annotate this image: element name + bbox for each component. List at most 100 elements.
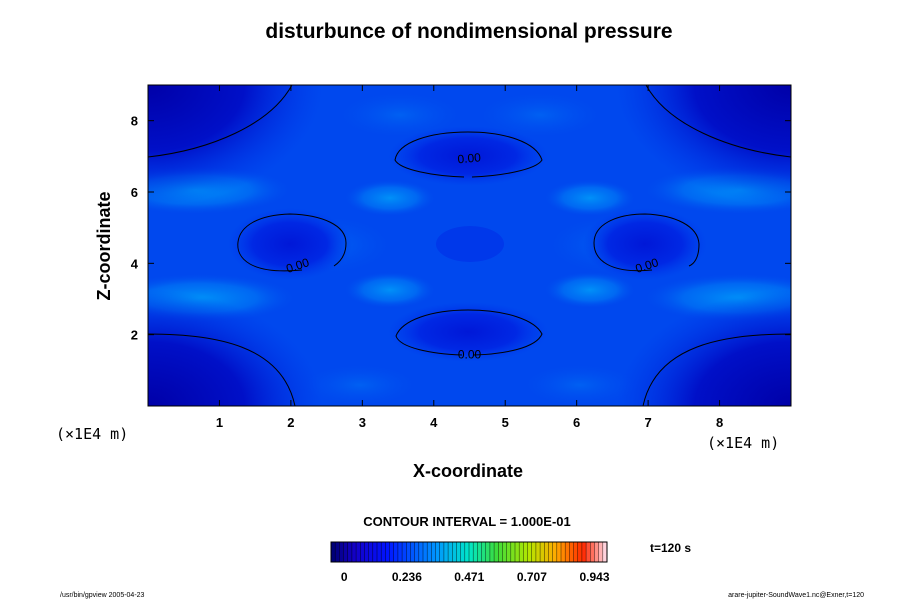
colorbar-cell <box>448 542 453 562</box>
dark-corner <box>148 85 323 205</box>
colorbar-cell <box>531 542 537 562</box>
dark-blob <box>583 208 707 280</box>
contour-line <box>642 333 791 406</box>
colorbar-cell <box>414 542 420 562</box>
dark-blob <box>388 302 548 362</box>
colorbar-cell <box>331 542 336 562</box>
colorbar-cell <box>498 542 503 562</box>
footer-right: arare-jupiter-SoundWave1.nc@Exner,t=120 <box>728 592 864 599</box>
dark-corner <box>148 290 323 406</box>
colorbar-tick-label: 0.471 <box>454 570 484 584</box>
y-tick-label: 2 <box>131 328 138 343</box>
colorbar-cell <box>552 542 558 562</box>
colorbar-cell <box>590 542 595 562</box>
colorbar-cell <box>594 542 599 562</box>
dark-blob <box>436 226 504 262</box>
colorbar-cell <box>523 542 528 562</box>
contour-line <box>237 213 347 272</box>
x-tick-label: 6 <box>573 415 580 430</box>
colorbar-cell <box>602 542 608 562</box>
dark-blob <box>388 126 548 186</box>
light-band <box>305 365 415 405</box>
time-label: t=120 s <box>650 541 691 555</box>
colorbar-cell <box>439 542 445 562</box>
colorbar-cell <box>402 542 407 562</box>
colorbar-cell <box>377 542 382 562</box>
contour-labels: 0.00 0.00 0.00 0.00 <box>284 150 660 361</box>
colorbar-cell <box>573 542 579 562</box>
colorbar-cell <box>393 542 399 562</box>
x-tick-label: 1 <box>216 415 223 430</box>
colorbar-cell <box>423 542 428 562</box>
colorbar-cell <box>540 542 545 562</box>
light-band <box>340 93 460 137</box>
x-tick-label: 7 <box>644 415 651 430</box>
colorbar-cell <box>544 542 549 562</box>
colorbar-cell <box>368 542 374 562</box>
colorbar-cell <box>347 542 353 562</box>
colorbar-cell <box>469 542 474 562</box>
contour-label: 0.00 <box>284 255 311 276</box>
y-axis: 2 4 6 8 <box>131 114 791 343</box>
colorbar-cell <box>335 542 340 562</box>
colorbar-cell <box>364 542 369 562</box>
contour-line <box>645 85 791 158</box>
colorbar-cell <box>569 542 574 562</box>
colorbar-cell <box>477 542 482 562</box>
contour-line <box>148 333 296 406</box>
colorbar-cell <box>351 542 357 562</box>
colorbar-cell <box>581 542 587 562</box>
dark-corner <box>616 290 791 406</box>
light-band <box>525 365 635 405</box>
contour-line <box>395 309 543 356</box>
colorbar-cell <box>586 542 591 562</box>
colorbar-cell <box>418 542 424 562</box>
colorbar-cell <box>577 542 583 562</box>
colorbar-tick-label: 0.236 <box>392 570 422 584</box>
contour-line <box>593 213 700 272</box>
colorbar-cell <box>460 542 466 562</box>
colorbar-cell <box>481 542 487 562</box>
light-band <box>480 93 600 137</box>
colorbar-cell <box>527 542 533 562</box>
x-axis: 1 2 3 4 5 6 7 8 <box>216 85 723 430</box>
colorbar-cell <box>372 542 378 562</box>
contour-label: 0.00 <box>634 255 661 276</box>
colorbar-cell <box>556 542 562 562</box>
colorbar-cell <box>485 542 491 562</box>
colorbar-tick-label: 0.943 <box>580 570 610 584</box>
colorbar-cell <box>410 542 415 562</box>
colorbar-cell <box>356 542 361 562</box>
plot-area <box>148 85 791 406</box>
colorbar-cell <box>381 542 386 562</box>
colorbar-cell <box>339 542 344 562</box>
contour-line <box>394 131 543 178</box>
colorbar-cell <box>360 542 365 562</box>
y-tick-label: 4 <box>131 256 139 271</box>
colorbar-cell <box>452 542 457 562</box>
colorbar-cell <box>473 542 478 562</box>
colorbar-tick-label: 0.707 <box>517 570 547 584</box>
x-axis-label: X-coordinate <box>413 461 523 481</box>
colorbar-cell <box>427 542 432 562</box>
dark-blob <box>228 208 352 280</box>
colorbar-cell <box>494 542 499 562</box>
colorbar-cell <box>519 542 524 562</box>
light-band <box>545 180 635 216</box>
x-tick-label: 8 <box>716 415 723 430</box>
colorbar-cell <box>431 542 436 562</box>
colorbar-cell <box>598 542 604 562</box>
x-unit-right: (×1E4 m) <box>707 434 779 452</box>
dark-corner <box>616 85 791 205</box>
colorbar-tick-label: 0 <box>341 570 348 584</box>
colorbar-cell <box>515 542 520 562</box>
colorbar-cell <box>385 542 390 562</box>
colorbar-frame <box>330 541 608 563</box>
contour-interval-label: CONTOUR INTERVAL = 1.000E-01 <box>363 514 570 529</box>
colorbar-cell <box>506 542 512 562</box>
contour-line <box>148 85 293 158</box>
colorbar-cell <box>435 542 441 562</box>
y-axis-label: Z-coordinate <box>94 191 114 300</box>
colorbar-cell <box>397 542 403 562</box>
